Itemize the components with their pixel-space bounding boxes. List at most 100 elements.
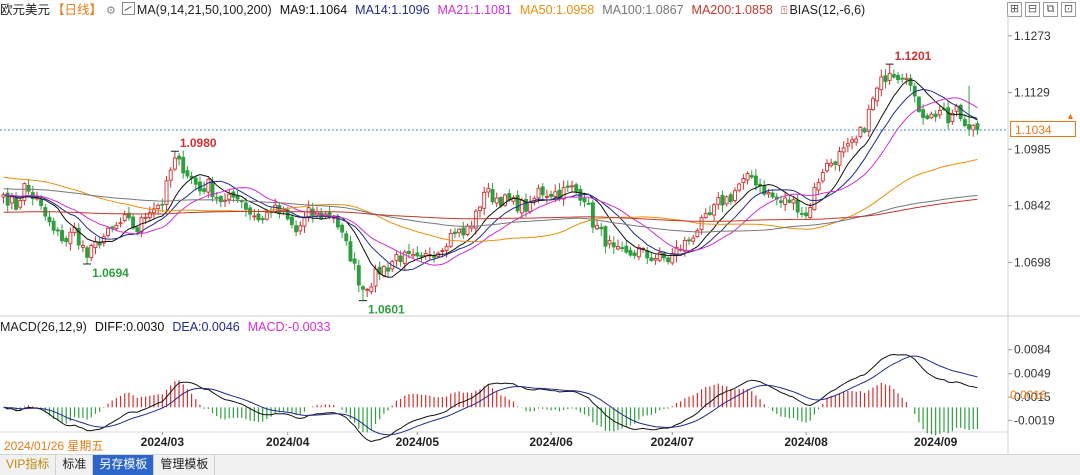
- candle-body: [632, 252, 637, 257]
- candle-body: [64, 237, 69, 243]
- candle-body: [294, 225, 299, 233]
- candle-body: [921, 109, 926, 118]
- candle-body: [896, 74, 900, 81]
- candle-body: [68, 231, 73, 245]
- candle-body: [549, 193, 554, 197]
- candle-body: [657, 252, 662, 261]
- maximize-pane-icon[interactable]: ⊞: [1007, 2, 1022, 17]
- tab-standard[interactable]: 标准: [56, 455, 94, 475]
- candle-body: [820, 172, 825, 182]
- candle-body: [60, 230, 64, 242]
- candle-body: [879, 76, 884, 91]
- candle-body: [570, 185, 574, 188]
- candle-body: [256, 213, 261, 221]
- tab-vip-indicators[interactable]: VIP指标: [0, 455, 57, 475]
- price-chart[interactable]: 1.1273 1.1129 1.0985 1.0842 1.0698 1.0980 1.06…: [0, 0, 1080, 454]
- candle-body: [348, 241, 353, 262]
- split-pane-icon[interactable]: ⊟: [1025, 2, 1040, 17]
- ma-line-ma21: [3, 97, 978, 266]
- candle-body: [101, 236, 106, 244]
- time-axis-label: 2024/04: [266, 435, 310, 449]
- candle-body: [80, 245, 85, 248]
- candle-body: [925, 115, 930, 120]
- candle-body: [452, 231, 457, 235]
- ma-line-ma9: [3, 79, 978, 278]
- restore-pane-icon[interactable]: ⧉: [1043, 2, 1058, 17]
- tab-manage-templates[interactable]: 管理模板: [154, 455, 216, 475]
- candle-body: [712, 204, 717, 216]
- time-axis-label: 2024/05: [396, 435, 440, 449]
- candle-body: [85, 247, 90, 258]
- candle-body: [707, 212, 712, 215]
- ma-line-ma50: [3, 159, 978, 243]
- candle-body: [804, 212, 809, 217]
- macd-dea-line: [3, 355, 978, 436]
- price-line-handle-icon[interactable]: ▲: [1066, 111, 1075, 121]
- candle-body: [461, 227, 466, 236]
- tab-save-template[interactable]: 另存模板: [93, 455, 155, 475]
- time-axis-label: 2024/03: [141, 435, 185, 449]
- price-axis-label: 1.1129: [1014, 86, 1050, 100]
- candle-body: [402, 251, 407, 264]
- bias-label[interactable]: BIAS(12,-6,6): [789, 3, 866, 17]
- indicator-info-bar: 欧元美元 【日线】 ⚙ MA(9,14,21,50,100,200) MA9:1.106…: [0, 0, 1010, 20]
- candle-body: [97, 242, 102, 246]
- candle-body: [243, 202, 248, 210]
- candle-body: [661, 252, 666, 259]
- ma100-value: MA100:1.0867: [602, 3, 684, 17]
- candle-body: [9, 196, 14, 204]
- candle-body: [791, 199, 796, 204]
- time-axis-label: 2024/06: [529, 435, 573, 449]
- candle-body: [18, 200, 23, 208]
- candle-body: [365, 288, 370, 291]
- candle-body: [737, 183, 742, 191]
- candle-body: [89, 245, 94, 259]
- candle-body: [519, 199, 524, 214]
- candle-body: [916, 96, 921, 112]
- candle-body: [858, 126, 863, 138]
- candle-body: [55, 229, 60, 232]
- candle-body: [126, 212, 131, 219]
- ma-line-ma14: [3, 88, 978, 271]
- candle-body: [908, 77, 913, 86]
- candle-body: [156, 204, 161, 210]
- settings-icon[interactable]: ⚙: [106, 5, 116, 17]
- candle-body: [599, 226, 604, 230]
- macd-dea-value: DEA:0.0046: [172, 320, 240, 334]
- candle-body: [524, 199, 528, 212]
- candle-body: [900, 77, 905, 80]
- candle-body: [160, 203, 165, 206]
- candle-body: [649, 257, 654, 261]
- period-tag[interactable]: 【日线】: [52, 3, 103, 17]
- ma-params-label[interactable]: MA(9,14,21,50,100,200): [136, 3, 272, 17]
- ma-indicator-icon[interactable]: [121, 2, 135, 15]
- bias-indicator-icon[interactable]: ⍐: [780, 5, 788, 17]
- candle-body: [850, 139, 854, 143]
- price-axis-label: 1.0985: [1014, 142, 1051, 156]
- candle-body: [206, 178, 211, 193]
- candle-body: [139, 217, 144, 233]
- candle-body: [164, 180, 169, 205]
- candle-body: [799, 212, 804, 215]
- candle-body: [816, 182, 821, 191]
- candle-body: [394, 254, 399, 262]
- candle-body: [147, 212, 152, 218]
- candle-body: [14, 198, 18, 210]
- candle-body: [381, 266, 386, 277]
- time-axis-label: 2024/09: [914, 435, 958, 449]
- candle-body: [574, 184, 579, 192]
- ma14-value: MA14:1.1096: [355, 3, 430, 17]
- candle-body: [724, 196, 729, 205]
- candle-body: [950, 112, 955, 122]
- candle-body: [833, 161, 838, 165]
- macd-title[interactable]: MACD(26,12,9): [0, 320, 87, 334]
- close-pane-icon[interactable]: ⊡: [1061, 2, 1076, 17]
- candle-body: [891, 74, 896, 78]
- candle-body: [369, 286, 374, 293]
- macd-axis-label: 0.0049: [1014, 367, 1051, 381]
- candle-body: [825, 163, 829, 172]
- candle-body: [444, 246, 449, 251]
- candle-body: [933, 113, 938, 118]
- candle-body: [114, 224, 119, 230]
- candle-body: [106, 227, 110, 236]
